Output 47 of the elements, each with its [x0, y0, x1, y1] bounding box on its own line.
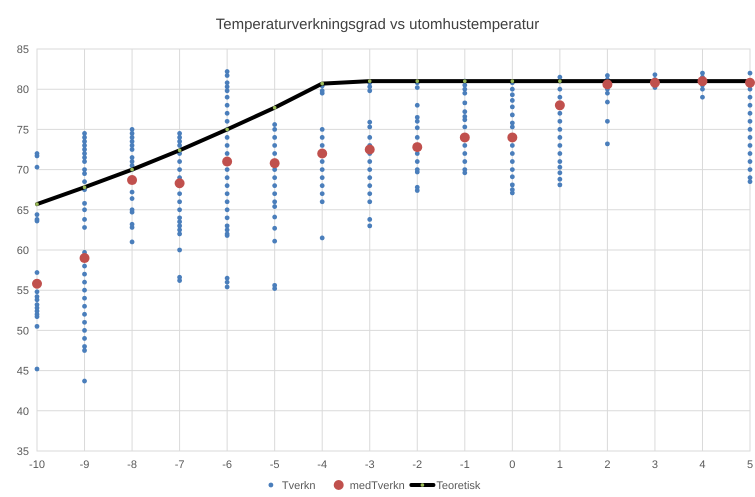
point: [507, 132, 518, 142]
y-tick-label: 45: [16, 366, 29, 378]
x-tick-label: 2: [604, 459, 610, 471]
x-tick-label: 3: [652, 459, 658, 471]
x-tick-label: -3: [364, 459, 375, 471]
point: [32, 278, 42, 289]
y-tick-label: 60: [16, 245, 29, 257]
point: [222, 156, 232, 167]
x-tick-label: -2: [412, 459, 422, 471]
y-tick-label: 85: [16, 44, 29, 56]
x-tick-label: 4: [699, 459, 706, 471]
x-tick-label: -6: [222, 459, 232, 471]
x-tick-label: -4: [317, 459, 328, 471]
legend-label: medTverkn: [350, 480, 405, 492]
x-tick-label: -9: [80, 459, 90, 471]
point: [127, 175, 138, 186]
point: [602, 79, 612, 90]
point: [554, 100, 565, 110]
point: [460, 132, 470, 142]
y-tick-label: 70: [16, 164, 29, 177]
y-tick-label: 55: [16, 285, 29, 298]
y-tick-label: 65: [16, 204, 29, 217]
point: [412, 142, 422, 152]
point: [745, 78, 755, 88]
point: [174, 178, 185, 188]
x-tick-label: 5: [746, 459, 754, 471]
x-tick-label: -8: [127, 459, 137, 471]
y-tick-label: 75: [16, 124, 29, 136]
legend-label: Tverkn: [282, 480, 316, 492]
x-tick-label: 1: [556, 459, 563, 471]
y-tick-label: 35: [16, 446, 29, 458]
point: [697, 76, 708, 86]
point: [364, 144, 375, 154]
x-tick-label: -10: [29, 459, 45, 471]
y-tick-label: 80: [16, 84, 29, 96]
x-tick-label: -5: [270, 459, 280, 471]
point: [80, 253, 90, 264]
chart-title: Temperaturverkningsgrad vs utomhustemperatur: [216, 16, 540, 33]
x-tick-label: -1: [460, 459, 470, 471]
point: [270, 158, 280, 168]
y-tick-label: 40: [16, 406, 29, 418]
x-tick-label: -7: [174, 459, 184, 471]
x-tick-label: 0: [509, 459, 516, 471]
point: [650, 78, 660, 88]
y-tick-label: 50: [16, 325, 29, 338]
legend-label: Teoretisk: [436, 480, 481, 492]
point: [317, 148, 328, 159]
